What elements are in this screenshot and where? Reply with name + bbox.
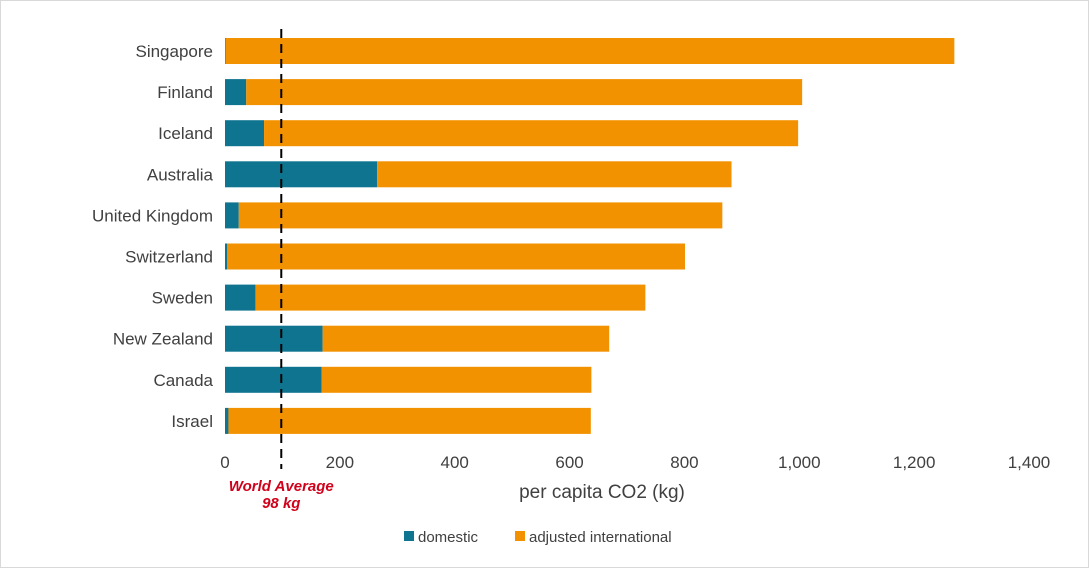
x-tick-label: 0	[220, 453, 229, 472]
x-tick-label: 1,000	[778, 453, 821, 472]
category-label-singapore: Singapore	[135, 42, 213, 61]
bars-group	[225, 38, 955, 434]
x-tick-label: 800	[670, 453, 698, 472]
category-label-israel: Israel	[171, 412, 213, 431]
bar-new-zealand-adjusted-international	[322, 325, 610, 352]
bar-iceland-domestic	[225, 120, 265, 147]
world-average-label: World Average	[229, 478, 334, 495]
bar-iceland-adjusted-international	[264, 120, 799, 147]
category-label-canada: Canada	[153, 371, 213, 390]
category-label-sweden: Sweden	[152, 289, 213, 308]
x-tick-label: 200	[326, 453, 354, 472]
x-tick-labels: 0 200 400 600 800 1,000 1,200 1,400	[220, 453, 1050, 472]
bar-united-kingdom-adjusted-international	[238, 202, 723, 229]
bar-switzerland-adjusted-international	[227, 243, 686, 270]
bar-sweden-adjusted-international	[255, 284, 646, 311]
legend-label-domestic: domestic	[418, 529, 479, 546]
category-labels: Singapore Finland Iceland Australia United K…	[92, 42, 214, 431]
legend: domestic adjusted international	[404, 529, 672, 546]
bar-sweden-domestic	[225, 284, 256, 311]
bar-singapore-adjusted-international	[225, 38, 955, 64]
category-label-united-kingdom: United Kingdom	[92, 206, 213, 225]
x-tick-label: 600	[555, 453, 583, 472]
bar-israel-domestic	[225, 407, 229, 434]
x-tick-label: 1,400	[1008, 453, 1051, 472]
bar-australia-adjusted-international	[377, 161, 732, 188]
legend-swatch-domestic	[404, 531, 414, 541]
bar-united-kingdom-domestic	[225, 202, 239, 229]
bar-israel-adjusted-international	[228, 407, 591, 434]
legend-label-adjusted-international: adjusted international	[529, 529, 672, 546]
bar-finland-domestic	[225, 79, 247, 106]
world-average-value-label: 98 kg	[262, 495, 300, 512]
category-label-switzerland: Switzerland	[125, 248, 213, 267]
bar-switzerland-domestic	[225, 243, 228, 270]
bar-canada-adjusted-international	[321, 366, 592, 393]
bar-new-zealand-domestic	[225, 325, 323, 352]
bar-canada-domestic	[225, 366, 322, 393]
bar-singapore-domestic	[225, 38, 226, 64]
category-label-iceland: Iceland	[158, 124, 213, 143]
bar-australia-domestic	[225, 161, 378, 188]
category-label-finland: Finland	[157, 83, 213, 102]
category-label-new-zealand: New Zealand	[113, 330, 213, 349]
x-axis-title: per capita CO2 (kg)	[519, 482, 685, 503]
x-tick-label: 400	[441, 453, 469, 472]
x-tick-label: 1,200	[893, 453, 936, 472]
legend-swatch-adjusted-international	[515, 531, 525, 541]
bar-finland-adjusted-international	[246, 79, 803, 106]
category-label-australia: Australia	[147, 165, 214, 184]
